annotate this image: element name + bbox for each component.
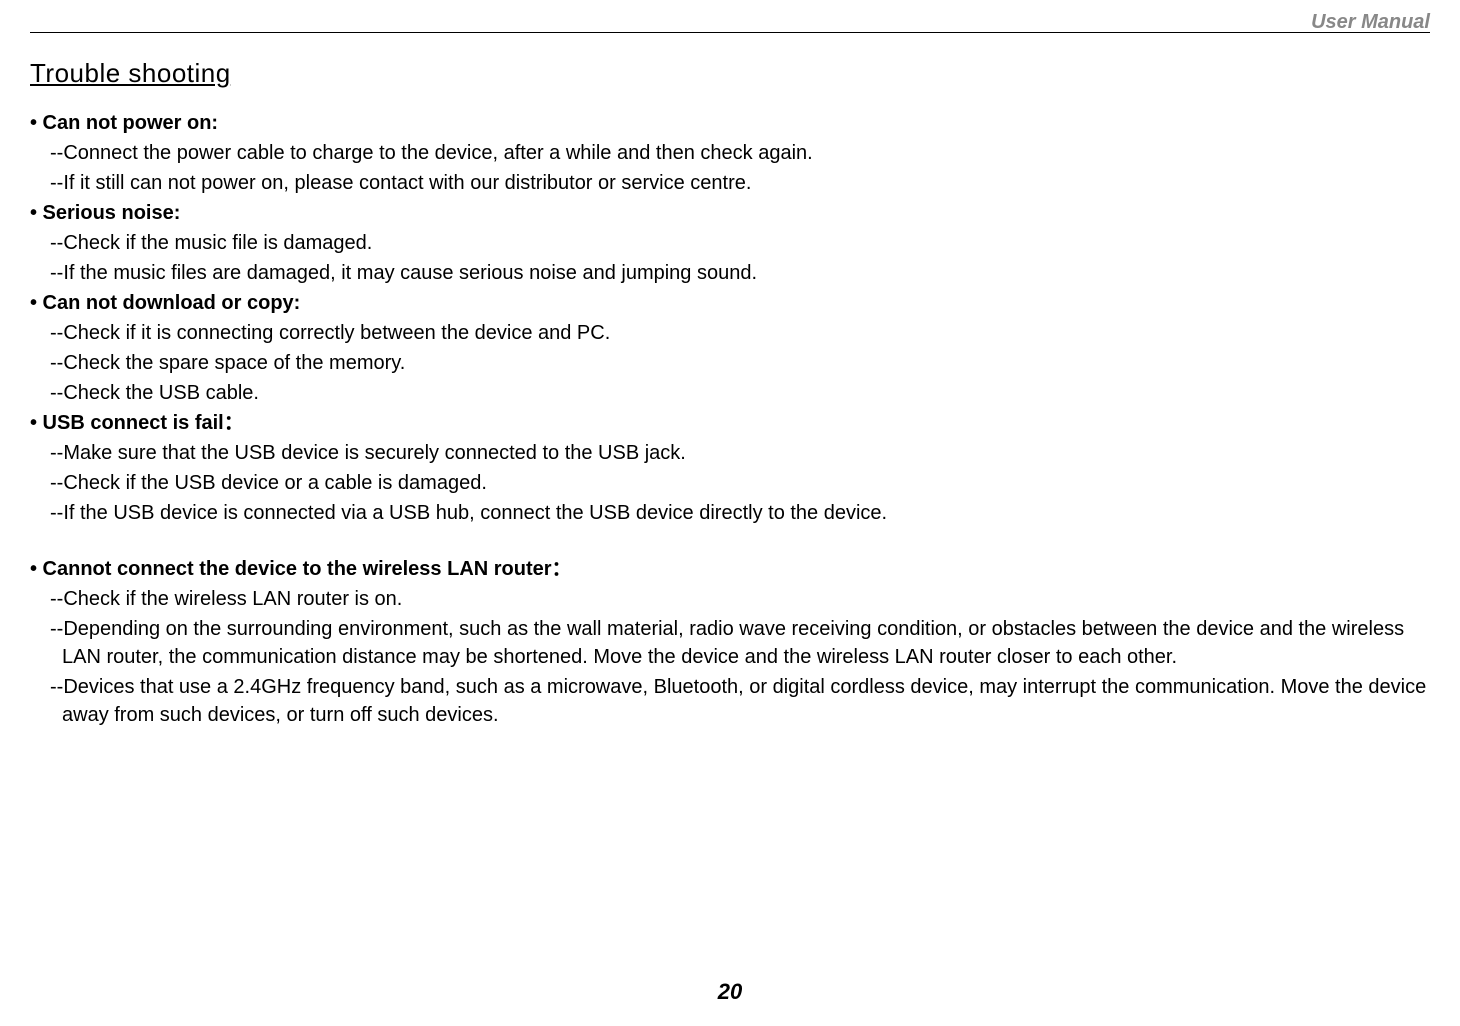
item-block: • Can not power on: --Connect the power … [30,109,1430,197]
item-block: • USB connect is fail： --Make sure that … [30,409,1430,527]
spacer [30,529,1430,553]
top-rule [30,32,1430,33]
sub-item: --If it still can not power on, please c… [42,169,1430,197]
item-block: • Cannot connect the device to the wirel… [30,555,1430,729]
content-area: Trouble shooting • Can not power on: --C… [30,55,1430,731]
sub-item: --Check the spare space of the memory. [42,349,1430,377]
page-number: 20 [0,977,1460,1008]
sub-item: --If the USB device is connected via a U… [42,499,1430,527]
sub-item: --Depending on the surrounding environme… [42,615,1430,671]
item-block: • Can not download or copy: --Check if i… [30,289,1430,407]
bullet-heading: • Can not download or copy: [30,289,1430,317]
sub-item: --Make sure that the USB device is secur… [42,439,1430,467]
bullet-heading: • Can not power on: [30,109,1430,137]
sub-item: --Check the USB cable. [42,379,1430,407]
sub-item: --Check if it is connecting correctly be… [42,319,1430,347]
sub-item: --If the music files are damaged, it may… [42,259,1430,287]
sub-item: --Devices that use a 2.4GHz frequency ba… [42,673,1430,729]
sub-item: --Check if the USB device or a cable is … [42,469,1430,497]
bullet-heading: • Serious noise: [30,199,1430,227]
sub-item: --Check if the wireless LAN router is on… [42,585,1430,613]
sub-item: --Connect the power cable to charge to t… [42,139,1430,167]
section-title: Trouble shooting [30,55,1430,91]
bullet-heading: • Cannot connect the device to the wirel… [30,555,1430,583]
bullet-heading: • USB connect is fail： [30,409,1430,437]
sub-item: --Check if the music file is damaged. [42,229,1430,257]
item-block: • Serious noise: --Check if the music fi… [30,199,1430,287]
